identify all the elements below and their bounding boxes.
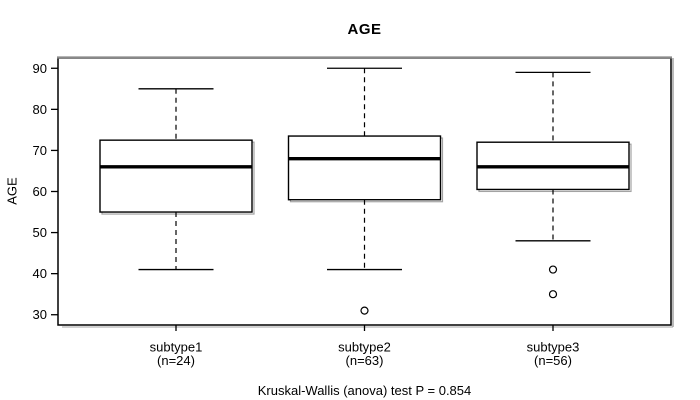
y-tick-label: 60 (33, 184, 47, 199)
category-label-subtype1: subtype1 (n=24) (150, 340, 203, 369)
category-label-subtype2: subtype2 (n=63) (338, 340, 391, 369)
category-n-count: (n=63) (346, 353, 384, 368)
outlier-point (548, 290, 558, 299)
y-tick-label: 40 (33, 266, 47, 281)
category-n-count: (n=24) (157, 353, 195, 368)
category-name: subtype2 (338, 340, 391, 355)
category-name: subtype3 (527, 340, 580, 355)
category-n-count: (n=56) (534, 353, 572, 368)
outlier-point (548, 265, 558, 274)
category-label-subtype3: subtype3 (n=56) (527, 340, 580, 369)
box-subtype2 (287, 135, 442, 201)
y-tick-label: 50 (33, 225, 47, 240)
y-tick-label: 70 (33, 143, 47, 158)
chart-title: AGE (347, 21, 382, 38)
box-subtype1 (99, 139, 253, 213)
y-tick-label: 30 (33, 307, 47, 322)
category-name: subtype1 (150, 340, 203, 355)
y-tick-label: 90 (33, 61, 47, 76)
stat-test-footnote: Kruskal-Wallis (anova) test P = 0.854 (257, 383, 472, 398)
y-tick-label: 80 (33, 102, 47, 117)
outlier-point (360, 306, 369, 315)
y-axis-title: AGE (4, 177, 20, 205)
